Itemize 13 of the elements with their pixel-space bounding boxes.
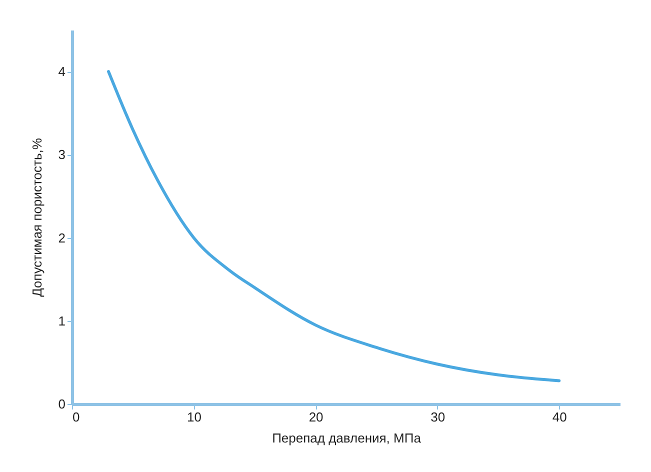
y-tick-label: 3	[58, 147, 66, 162]
x-tick-label: 20	[308, 410, 324, 424]
x-tick-label: 40	[552, 410, 567, 424]
y-tick-label: 2	[58, 230, 66, 246]
x-tick-label: 30	[430, 410, 446, 424]
x-tick-label: 0	[72, 410, 80, 424]
x-axis-title: Перепад давления, МПа	[272, 430, 422, 446]
line-series	[107, 70, 561, 382]
y-tick-label: 1	[58, 313, 66, 328]
y-axis-title: Допустимая пористость,%	[29, 138, 44, 297]
x-tick-label: 10	[187, 410, 202, 424]
y-tick-label: 4	[58, 64, 66, 80]
y-tick-label: 0	[58, 396, 66, 412]
